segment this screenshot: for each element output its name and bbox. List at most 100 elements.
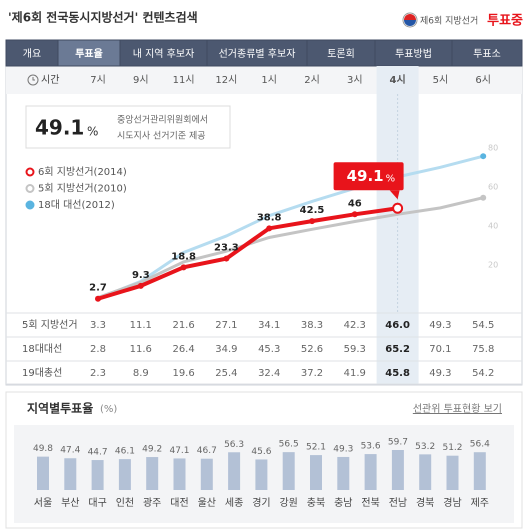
point (180, 264, 187, 271)
series-line (97, 196, 484, 299)
region-label: 서울 (34, 497, 52, 509)
tab-label[interactable]: 개요 (23, 48, 41, 60)
bar (173, 458, 186, 490)
tab[interactable] (206, 39, 308, 67)
point (480, 194, 487, 201)
region-label: 광주 (143, 497, 161, 509)
tab-label[interactable]: 투표율 (75, 48, 103, 60)
cell: 3.3 (90, 320, 106, 331)
cell: 46.0 (385, 320, 410, 331)
time-tick-label[interactable]: 4시 (390, 74, 406, 86)
region-label: 전북 (361, 497, 379, 509)
bar-label: 52.1 (306, 443, 326, 453)
point (223, 255, 230, 262)
bar-label: 46.7 (197, 446, 217, 456)
point (392, 202, 404, 214)
cell: 54.2 (472, 368, 494, 379)
bar-label: 56.4 (470, 440, 490, 450)
time-tick-label[interactable]: 1시 (261, 74, 277, 86)
cell: 8.9 (133, 368, 149, 379)
tab-label[interactable]: 내 지역 후보자 (133, 48, 195, 60)
cell: 52.6 (301, 344, 323, 355)
time-tick-label[interactable]: 7시 (90, 74, 106, 86)
point (137, 282, 144, 289)
region-label: 경남 (443, 496, 461, 509)
cell: 65.2 (385, 344, 410, 355)
bar (200, 458, 213, 490)
point (309, 218, 315, 225)
bar (473, 452, 486, 490)
cell: 21.6 (172, 320, 194, 331)
cell: 59.3 (344, 344, 366, 355)
cell: 75.8 (472, 344, 494, 355)
tab-label[interactable]: 토론회 (327, 48, 355, 60)
cell: 34.9 (215, 344, 237, 355)
legend-label: 18대 대선(2012) (38, 199, 115, 211)
tab-label[interactable]: 투표소 (473, 48, 501, 60)
active-column (376, 66, 419, 384)
bar (64, 458, 77, 490)
region-label: 경기 (252, 496, 270, 509)
point (95, 295, 101, 302)
time-tick-label[interactable]: 2시 (304, 74, 320, 86)
cell: 49.3 (429, 368, 451, 379)
bar (337, 456, 350, 490)
bar-label: 47.1 (169, 446, 189, 456)
bar-label: 49.3 (333, 444, 353, 454)
bar (37, 456, 49, 490)
bar (255, 459, 268, 490)
time-tick-label[interactable]: 3시 (347, 74, 363, 86)
time-tick-label[interactable]: 12시 (215, 74, 237, 86)
region-link[interactable]: 선관위 투표현황 보기 (413, 402, 502, 415)
callout-pointer (389, 190, 400, 200)
region-label: 부산 (61, 497, 79, 509)
time-tick-label[interactable]: 5시 (433, 74, 449, 86)
cell: 70.1 (429, 344, 451, 355)
data-label: 42.5 (300, 205, 325, 216)
cell: 34.1 (258, 320, 280, 331)
cell: 19.6 (172, 368, 194, 379)
cell: 25.4 (215, 368, 237, 379)
tab[interactable] (451, 39, 523, 67)
cell: 41.9 (344, 368, 366, 379)
cell: 27.1 (215, 320, 237, 331)
bar-label: 56.3 (224, 440, 244, 450)
bar-label: 44.7 (88, 448, 108, 458)
data-label: 23.3 (214, 243, 239, 254)
y-tick-label: 80 (488, 144, 498, 153)
cell: 2.8 (90, 344, 106, 355)
region-label: 세종 (225, 497, 243, 509)
tab[interactable] (57, 39, 121, 67)
bar (118, 459, 131, 490)
bar-label: 53.6 (361, 442, 381, 452)
clock-hands (32, 77, 35, 81)
callout-value: 49.1 (347, 167, 384, 185)
tab-label[interactable]: 선거종류별 후보자 (219, 48, 296, 60)
time-tick-label[interactable]: 6시 (475, 74, 491, 86)
cell: 26.4 (172, 344, 194, 355)
region-title: 지역별투표율 (27, 401, 93, 416)
tab[interactable] (5, 39, 59, 67)
bar-label: 49.2 (142, 445, 162, 455)
logo-sub: 제6회 지방선거 (420, 16, 478, 27)
region-label: 전남 (389, 497, 407, 509)
bar (146, 457, 159, 490)
y-tick-label: 40 (488, 222, 498, 231)
time-tick-label[interactable]: 9시 (133, 74, 149, 86)
series-line (97, 206, 398, 301)
cell: 42.3 (344, 320, 366, 331)
legend-label: 5회 지방선거(2010) (38, 183, 127, 195)
page-title: '제6회 전국동시지방선거' 컨텐츠검색 (8, 10, 198, 25)
region-label: 충남 (334, 497, 352, 509)
bar (282, 452, 295, 490)
tab[interactable] (306, 39, 376, 67)
bar-label: 47.4 (60, 446, 80, 456)
tab-label[interactable]: 투표방법 (395, 48, 432, 60)
cell: 37.2 (301, 368, 323, 379)
legend-marker (25, 200, 35, 210)
info-value: 49.1 (35, 116, 84, 140)
callout-unit: % (386, 173, 396, 184)
cell: 45.3 (258, 344, 280, 355)
region-unit: (%) (100, 404, 117, 415)
time-tick-label[interactable]: 11시 (173, 74, 195, 86)
